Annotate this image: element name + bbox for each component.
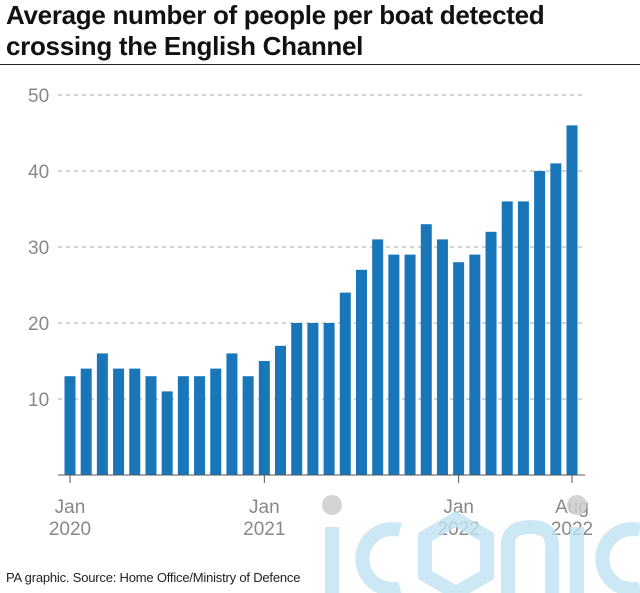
bar	[517, 201, 529, 475]
bar	[534, 171, 546, 475]
y-tick-label: 20	[28, 314, 49, 335]
x-tick-label-year: 2022	[438, 519, 480, 540]
title-divider	[0, 64, 640, 65]
bar	[80, 368, 92, 475]
bar	[113, 368, 125, 475]
bar	[404, 254, 416, 475]
x-tick-label-year: 2020	[49, 519, 91, 540]
x-tick-label: Jan	[443, 497, 474, 518]
y-tick-label: 30	[28, 238, 49, 259]
bar	[388, 254, 400, 475]
x-tick-label-year: 2021	[243, 519, 285, 540]
bar	[145, 376, 157, 475]
y-tick-label: 10	[28, 390, 49, 411]
bar	[307, 323, 319, 475]
bar	[566, 125, 578, 476]
bar	[242, 376, 254, 475]
bar	[323, 323, 335, 475]
bar	[469, 254, 481, 475]
x-tick-label: Jan	[249, 497, 280, 518]
y-tick-label: 40	[28, 162, 49, 183]
bar	[453, 262, 465, 475]
y-tick-label: 50	[28, 86, 49, 107]
source-note: PA graphic. Source: Home Office/Ministry…	[6, 570, 301, 585]
x-tick-label: Jan	[55, 497, 86, 518]
bar	[485, 231, 497, 475]
bar	[96, 353, 108, 475]
bar	[226, 353, 238, 475]
y-axis-ticks: 10 20 30 40 50	[28, 86, 49, 411]
bars	[64, 125, 578, 476]
bar	[372, 239, 384, 475]
bar	[355, 269, 367, 475]
bar	[550, 163, 562, 475]
bar	[501, 201, 513, 475]
bar	[291, 323, 303, 475]
bar	[275, 345, 287, 475]
bar	[177, 376, 189, 475]
bar	[210, 368, 222, 475]
x-tick-label-year: 2022	[551, 519, 593, 540]
bar	[339, 292, 351, 475]
bar	[258, 361, 270, 475]
bar	[436, 239, 448, 475]
bar	[64, 376, 76, 475]
bar	[161, 391, 173, 475]
bar	[194, 376, 206, 475]
chart-title: Average number of people per boat detect…	[6, 0, 545, 61]
bar	[420, 224, 432, 475]
bar	[129, 368, 141, 475]
x-tick-label: Aug	[555, 497, 589, 518]
